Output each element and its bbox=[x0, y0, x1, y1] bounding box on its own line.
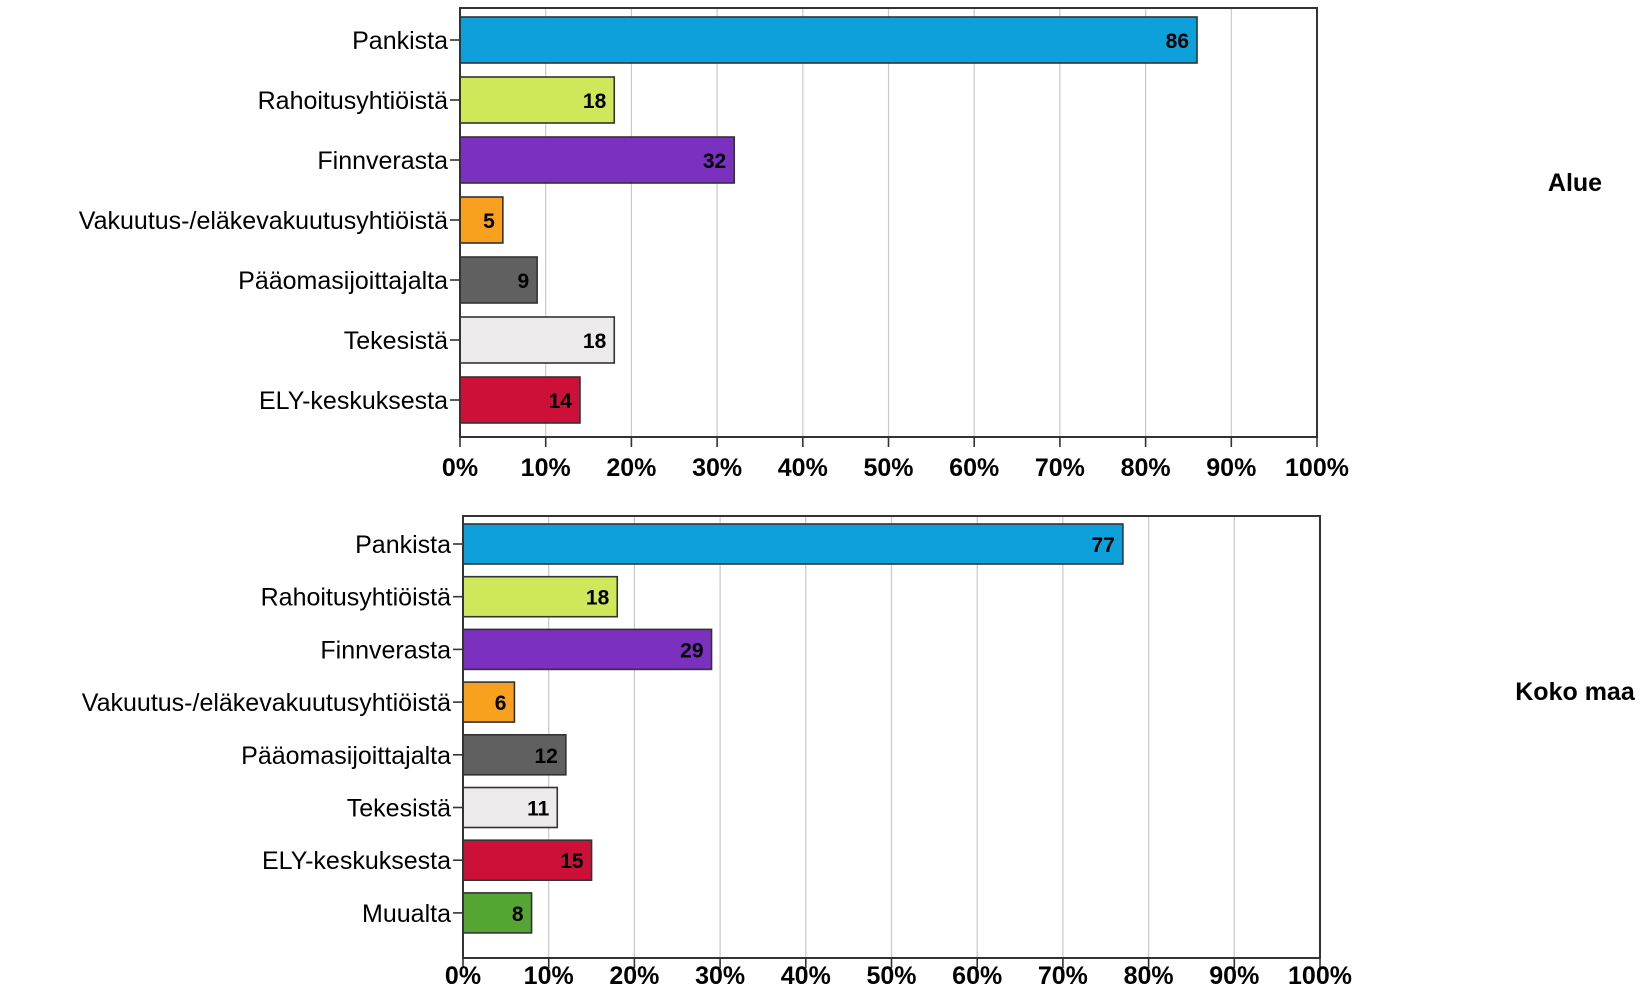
panel-label: Alue bbox=[1548, 169, 1602, 197]
x-tick-label: 90% bbox=[1209, 962, 1259, 990]
category-label: Vakuutus-/eläkevakuutusyhtiöistä bbox=[79, 207, 448, 235]
x-tick-label: 70% bbox=[1038, 962, 1088, 990]
data-label: 86 bbox=[1166, 30, 1189, 53]
category-label: Pankista bbox=[352, 27, 448, 55]
x-tick-label: 50% bbox=[863, 454, 913, 482]
x-tick-label: 0% bbox=[445, 962, 481, 990]
x-tick-label: 10% bbox=[521, 454, 571, 482]
bar bbox=[462, 681, 516, 723]
data-label: 11 bbox=[527, 798, 550, 821]
panel-alue: 86 Pankista 18 Rahoitusyhtiöistä 32 Finnveras… bbox=[79, 7, 1602, 482]
category-label: ELY-keskuksesta bbox=[262, 847, 451, 875]
category-label: Rahoitusyhtiöistä bbox=[258, 87, 448, 115]
bar bbox=[459, 316, 616, 364]
bar bbox=[459, 136, 736, 184]
x-tick-label: 50% bbox=[866, 962, 916, 990]
data-label: 18 bbox=[583, 330, 607, 353]
data-label: 8 bbox=[512, 903, 524, 926]
category-label: ELY-keskuksesta bbox=[259, 387, 448, 415]
x-tick-label: 20% bbox=[606, 454, 656, 482]
x-tick-label: 70% bbox=[1035, 454, 1085, 482]
category-label: Rahoitusyhtiöistä bbox=[261, 584, 451, 612]
category-label: Tekesistä bbox=[347, 795, 451, 823]
x-tick-label: 100% bbox=[1285, 454, 1349, 482]
x-tick-label: 30% bbox=[692, 454, 742, 482]
x-tick-label: 10% bbox=[524, 962, 574, 990]
x-tick-label: 40% bbox=[778, 454, 828, 482]
category-label: Tekesistä bbox=[344, 327, 448, 355]
x-tick-label: 60% bbox=[952, 962, 1002, 990]
category-label: Finnverasta bbox=[320, 636, 451, 664]
data-label: 32 bbox=[703, 150, 726, 173]
x-tick-label: 100% bbox=[1288, 962, 1352, 990]
category-label: Muualta bbox=[362, 900, 451, 928]
bar bbox=[462, 628, 713, 671]
data-label: 12 bbox=[534, 745, 557, 768]
data-label: 77 bbox=[1092, 534, 1115, 557]
bar bbox=[462, 786, 559, 829]
data-label: 14 bbox=[549, 390, 573, 413]
data-label: 6 bbox=[495, 692, 507, 715]
x-tick-label: 90% bbox=[1206, 454, 1256, 482]
data-label: 29 bbox=[680, 639, 703, 662]
data-label: 18 bbox=[586, 587, 610, 610]
data-label: 5 bbox=[483, 210, 495, 233]
x-tick-label: 40% bbox=[781, 962, 831, 990]
data-label: 15 bbox=[560, 850, 584, 873]
category-label: Pääomasijoittajalta bbox=[238, 267, 448, 295]
bar bbox=[462, 892, 533, 934]
bar bbox=[459, 196, 504, 244]
bar bbox=[462, 575, 619, 618]
bar bbox=[462, 733, 567, 776]
x-tick-label: 30% bbox=[695, 962, 745, 990]
bar bbox=[459, 376, 581, 424]
bar bbox=[459, 76, 616, 124]
x-tick-label: 0% bbox=[442, 454, 478, 482]
bar bbox=[462, 523, 1124, 565]
bar bbox=[459, 16, 1198, 64]
data-label: 18 bbox=[583, 90, 607, 113]
panel-koko-maa: 77 Pankista 18 Rahoitusyhtiöistä 29 Finnveras… bbox=[82, 515, 1636, 990]
x-tick-label: 20% bbox=[609, 962, 659, 990]
panel-label: Koko maa bbox=[1515, 678, 1636, 706]
bar bbox=[459, 256, 538, 304]
x-tick-label: 80% bbox=[1121, 454, 1171, 482]
category-label: Finnverasta bbox=[317, 147, 448, 175]
x-tick-label: 60% bbox=[949, 454, 999, 482]
category-label: Pankista bbox=[355, 531, 451, 559]
data-label: 9 bbox=[517, 270, 529, 293]
category-label: Vakuutus-/eläkevakuutusyhtiöistä bbox=[82, 689, 451, 717]
category-label: Pääomasijoittajalta bbox=[241, 742, 451, 770]
x-tick-label: 80% bbox=[1124, 962, 1174, 990]
